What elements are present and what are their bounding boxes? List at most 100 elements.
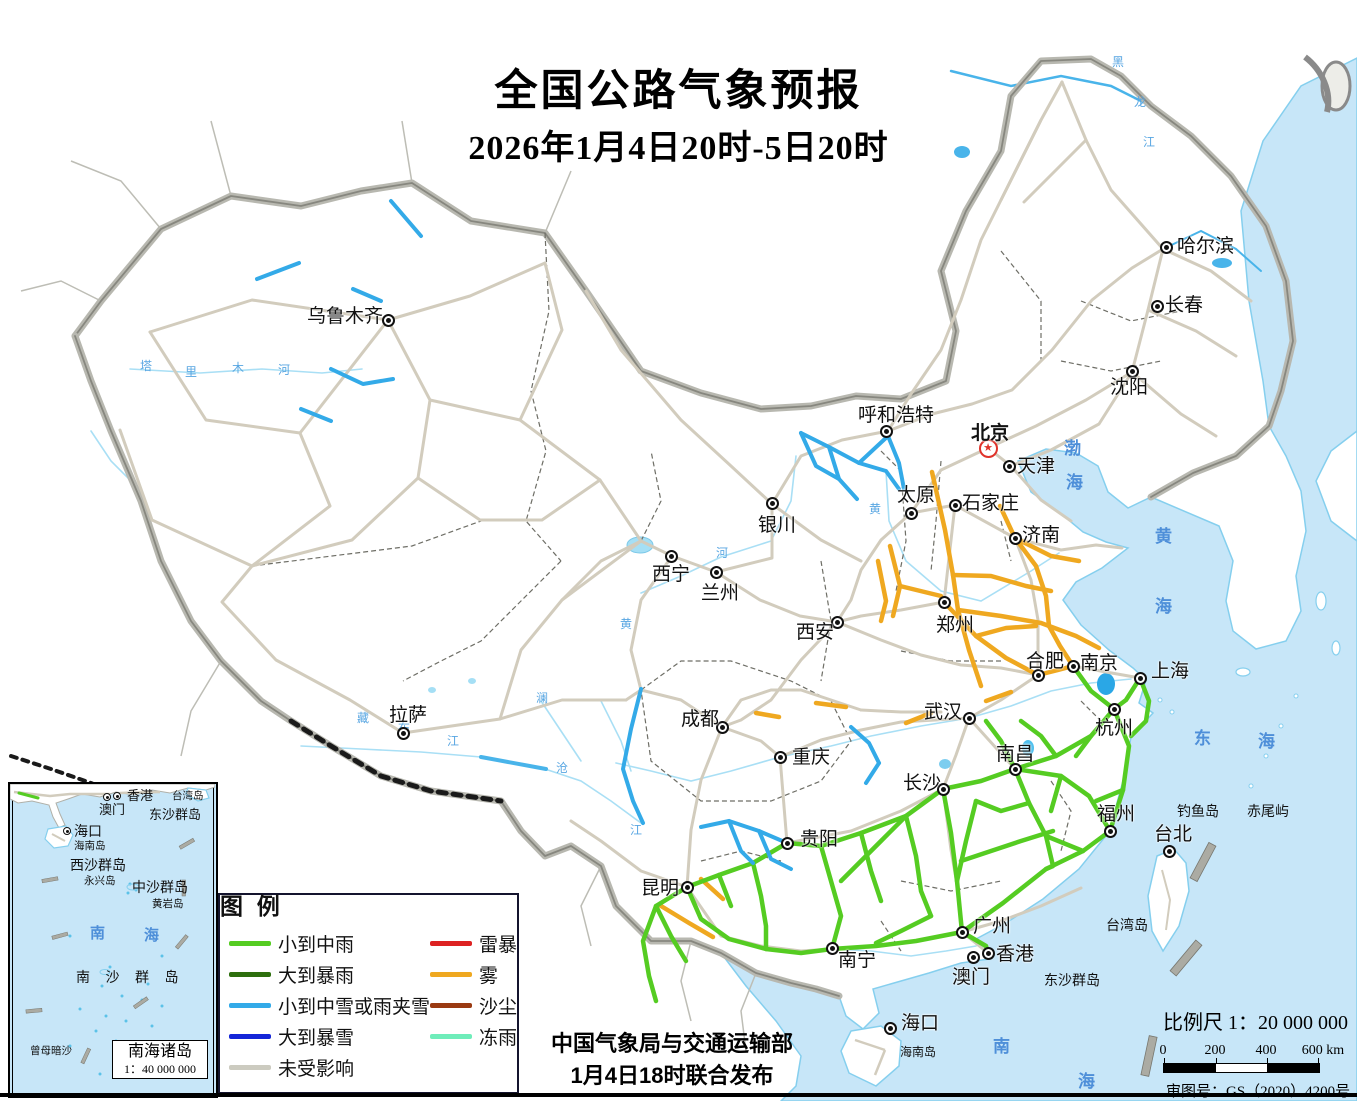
legend-swatch — [229, 1034, 271, 1039]
scalebar-seg-3 — [1267, 1064, 1319, 1072]
map-label: 赤尾屿 — [1247, 805, 1289, 820]
city-marker-杭州 — [1107, 702, 1121, 716]
city-label-合肥: 合肥 — [1026, 651, 1065, 672]
map-label: 沧 — [556, 761, 569, 775]
scalebar-bar — [1163, 1058, 1320, 1073]
lakes — [428, 146, 1232, 769]
city-marker-海口 — [883, 1021, 897, 1035]
scalebar-tick: 400 — [1255, 1043, 1277, 1058]
legend-item: 未受影响 — [229, 1058, 430, 1080]
city-label-香港: 香港 — [996, 944, 1035, 965]
inset-label: 澳门 — [99, 802, 126, 817]
inset-label: 南 沙 群 岛 — [76, 971, 185, 986]
inset-city-marker — [113, 792, 121, 800]
city-label-成都: 成都 — [681, 709, 720, 730]
map-label: 龙 — [1134, 95, 1147, 109]
city-marker-天津 — [1002, 459, 1016, 473]
city-label-长沙: 长沙 — [903, 773, 942, 794]
publisher-line1: 中国气象局与交通运输部 — [550, 1031, 793, 1056]
city-marker-银川 — [765, 496, 779, 510]
legend-swatch — [430, 972, 472, 977]
map-label: 江 — [447, 734, 460, 748]
legend-swatch — [430, 941, 472, 946]
rivers — [90, 368, 1132, 957]
city-marker-呼和浩特 — [879, 424, 893, 438]
city-label-海口: 海口 — [901, 1013, 940, 1034]
inset-label: 东沙群岛 — [149, 807, 202, 822]
inset-label: 西沙群岛 — [70, 859, 126, 874]
foreign-borders — [20, 120, 757, 1052]
scalebar-tick: 0 — [1159, 1043, 1167, 1058]
city-label-南京: 南京 — [1080, 653, 1119, 674]
capital-marker-北京: ★ — [978, 438, 998, 458]
legend-item: 小到中雨 — [229, 934, 430, 956]
city-marker-乌鲁木齐 — [381, 313, 395, 327]
city-marker-郑州 — [937, 595, 951, 609]
legend-swatch — [229, 941, 271, 946]
city-marker-沈阳 — [1125, 364, 1139, 378]
city-label-沈阳: 沈阳 — [1110, 377, 1149, 398]
city-label-南昌: 南昌 — [996, 744, 1035, 765]
legend-swatch — [430, 1034, 472, 1039]
map-label: 黄 — [620, 617, 633, 631]
legend-label: 雷暴 — [479, 935, 518, 956]
city-label-澳门: 澳门 — [952, 967, 991, 988]
map-label: 江 — [1143, 135, 1156, 149]
map-approval-number: 审图号：GS（2020）4200号 — [1166, 1084, 1351, 1100]
map-label: 澜 — [536, 691, 549, 705]
inset-label: 香港 — [127, 788, 154, 803]
map-label: 黑 — [1112, 55, 1125, 69]
legend-item: 小到中雪或雨夹雪 — [229, 996, 430, 1018]
page-title: 全国公路气象预报 — [494, 68, 863, 115]
scalebar-seg-2 — [1216, 1064, 1267, 1072]
inset-label: 南 — [90, 926, 106, 942]
city-label-重庆: 重庆 — [792, 747, 831, 768]
legend-label: 大到暴雪 — [278, 1028, 355, 1049]
scalebar-ticks: 0 200 400 600 km — [1159, 1043, 1353, 1061]
city-label-呼和浩特: 呼和浩特 — [858, 405, 935, 426]
map-label: 海 — [1078, 1072, 1095, 1091]
map-label: 海 — [1066, 473, 1083, 492]
legend-item: 大到暴雪 — [229, 1027, 430, 1049]
inset-label: 台湾岛 — [172, 791, 204, 802]
city-marker-南宁 — [825, 941, 839, 955]
map-label: 江 — [630, 823, 643, 837]
map-label: 台湾岛 — [1106, 919, 1148, 934]
city-marker-南昌 — [1008, 762, 1022, 776]
scalebar-seg-1 — [1164, 1064, 1216, 1072]
legend-label: 冻雨 — [479, 1028, 518, 1049]
city-label-武汉: 武汉 — [924, 702, 963, 723]
city-marker-拉萨 — [396, 726, 410, 740]
inset-map-svg — [10, 784, 215, 1076]
city-label-台北: 台北 — [1154, 824, 1193, 845]
inset-label: 永兴岛 — [84, 876, 116, 887]
island-bar-marks — [1140, 841, 1217, 1077]
city-label-西宁: 西宁 — [652, 564, 691, 585]
legend-item: 冻雨 — [430, 1027, 517, 1049]
inset-label: 海口 — [74, 825, 102, 840]
city-marker-哈尔滨 — [1159, 240, 1173, 254]
legend-item: 大到暴雨 — [229, 965, 430, 987]
city-marker-南京 — [1066, 659, 1080, 673]
map-label: 藏 — [357, 711, 370, 725]
inset-label: 黄岩岛 — [152, 899, 184, 910]
map-label: 渤 — [1064, 439, 1081, 458]
national-border — [9, 55, 1297, 1000]
south-china-sea-inset: 香港 澳门 台湾岛 东沙群岛 海口 海南岛 西沙群岛 永兴岛 中沙群岛 黄岩岛南 海南 沙 群 岛曾… — [8, 782, 218, 1098]
map-label: 河 — [278, 363, 291, 377]
city-marker-兰州 — [709, 565, 723, 579]
legend-column-left: 小到中雨大到暴雨小到中雪或雨夹雪大到暴雪未受影响 — [229, 934, 430, 1080]
city-label-郑州: 郑州 — [936, 615, 975, 636]
city-marker-广州 — [955, 925, 969, 939]
scalebar: 比例尺 1：20 000 000 0 200 400 600 km — [1159, 1006, 1353, 1073]
city-marker-西安 — [830, 615, 844, 629]
city-label-长春: 长春 — [1165, 295, 1204, 316]
city-marker-石家庄 — [948, 498, 962, 512]
inset-label: 海 — [144, 928, 160, 944]
legend-column-right: 雷暴雾沙尘 冻雨 — [430, 934, 517, 1049]
inset-title-box: 南海诸岛 1：40 000 000 — [112, 1040, 208, 1079]
city-marker-上海 — [1133, 671, 1147, 685]
city-label-太原: 太原 — [897, 485, 936, 506]
city-label-上海: 上海 — [1151, 661, 1190, 682]
capital-label-北京: 北京 — [971, 423, 1010, 444]
